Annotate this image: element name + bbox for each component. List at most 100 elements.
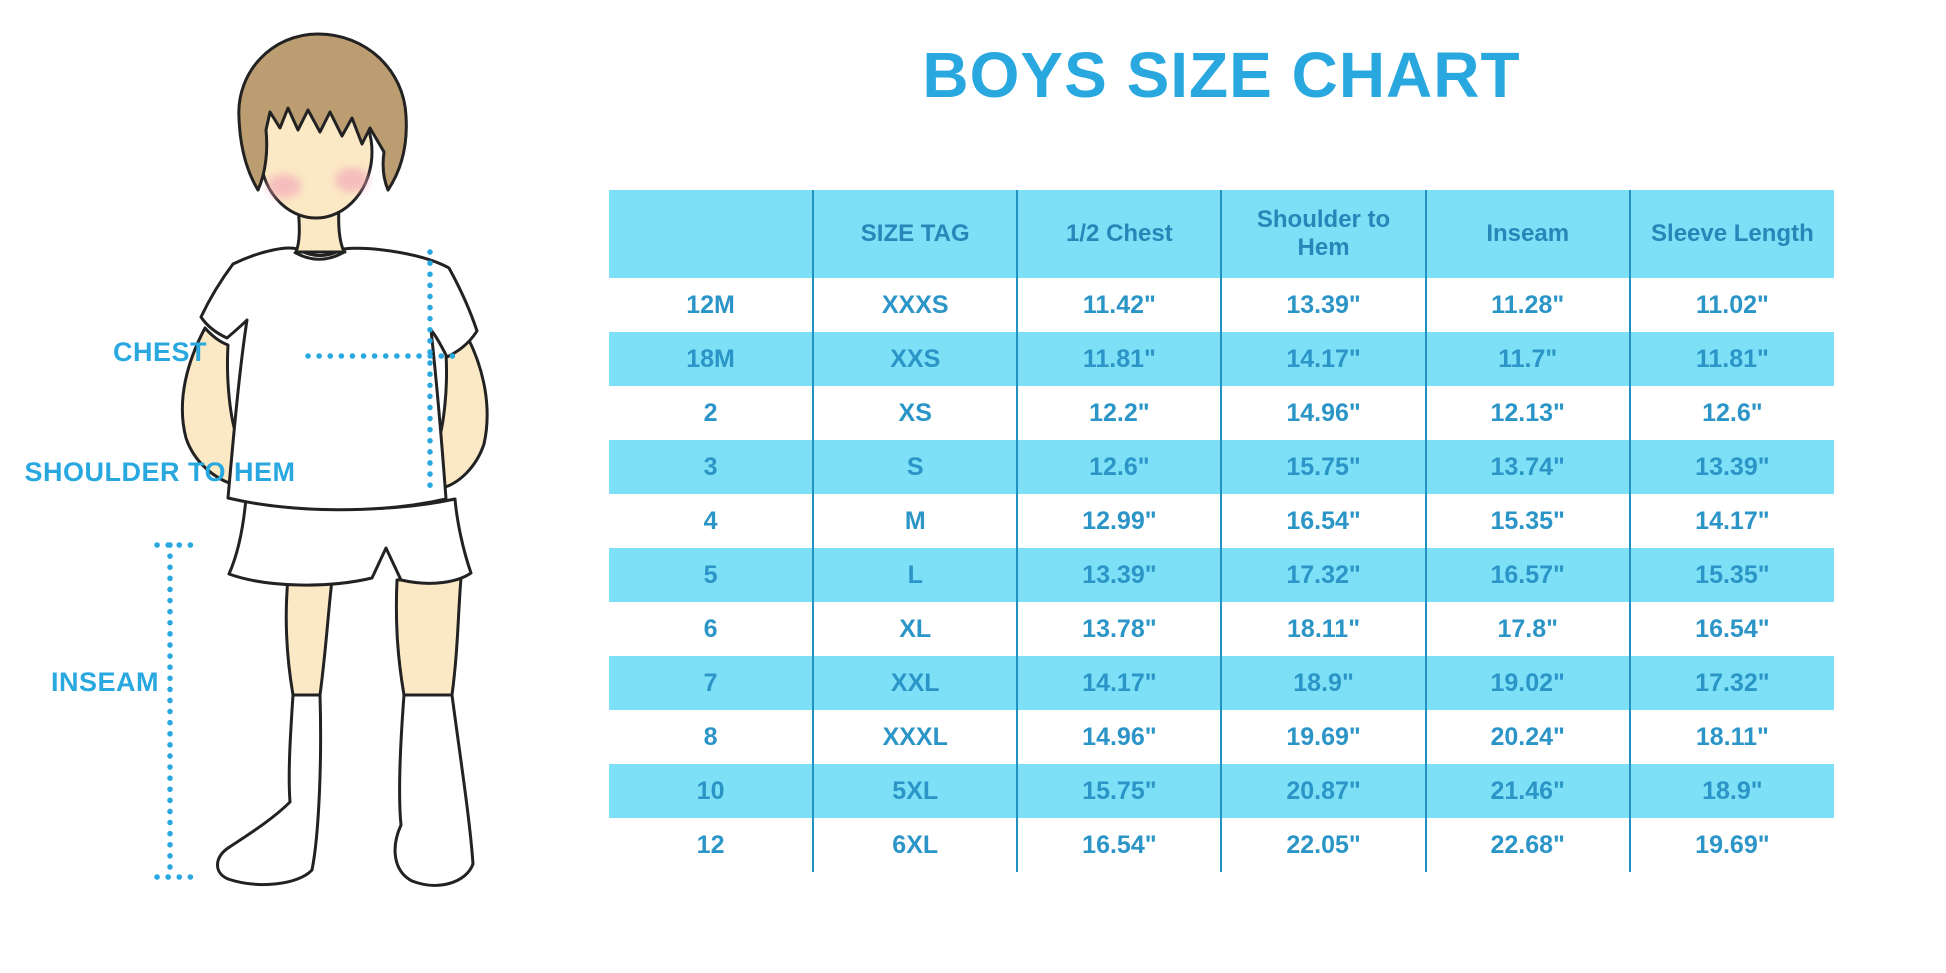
value-cell: 18.11" [1220, 602, 1426, 656]
header-cell: 1/2 Chest [1016, 190, 1222, 278]
value-cell: 19.02" [1424, 656, 1630, 710]
hair [237, 32, 408, 192]
value-cell: 16.57" [1424, 548, 1630, 602]
value-cell: XL [812, 602, 1018, 656]
value-cell: 18.9" [1628, 764, 1834, 818]
table-row: 18M XXS 11.81" 14.17" 11.7" 11.81" [609, 332, 1834, 386]
table-row: 12 6XL 16.54" 22.05" 22.68" 19.69" [609, 818, 1834, 872]
value-cell: 13.74" [1424, 440, 1630, 494]
socks [216, 693, 475, 887]
header-cell: Inseam [1424, 190, 1630, 278]
value-cell: L [812, 548, 1018, 602]
value-cell: 15.75" [1220, 440, 1426, 494]
value-cell: XXL [812, 656, 1018, 710]
value-cell: 16.54" [1016, 818, 1222, 872]
size-table: SIZE TAG 1/2 Chest Shoulder to Hem Inseam Sl… [609, 190, 1834, 872]
shoulder-to-hem-label: SHOULDER TO HEM [24, 457, 296, 487]
header-row: SIZE TAG 1/2 Chest Shoulder to Hem Inseam Sl… [609, 190, 1834, 278]
table-row: 5 L 13.39" 17.32" 16.57" 15.35" [609, 548, 1834, 602]
header-cell: Shoulder to Hem [1220, 190, 1426, 278]
value-cell: 12.99" [1016, 494, 1222, 548]
value-cell: XXS [812, 332, 1018, 386]
table-row: 10 5XL 15.75" 20.87" 21.46" 18.9" [609, 764, 1834, 818]
value-cell: XXXS [812, 278, 1018, 332]
cheek-right-icon [335, 168, 369, 192]
size-cell: 5 [609, 548, 814, 602]
value-cell: 13.78" [1016, 602, 1222, 656]
value-cell: 12.6" [1628, 386, 1834, 440]
legs [284, 576, 463, 697]
value-cell: 17.8" [1424, 602, 1630, 656]
value-cell: 21.46" [1424, 764, 1630, 818]
table-row: 12M XXXS 11.42" 13.39" 11.28" 11.02" [609, 278, 1834, 332]
value-cell: 5XL [812, 764, 1018, 818]
header-cell: SIZE TAG [812, 190, 1018, 278]
value-cell: 13.39" [1220, 278, 1426, 332]
value-cell: 22.68" [1424, 818, 1630, 872]
value-cell: 11.81" [1628, 332, 1834, 386]
size-cell: 2 [703, 398, 718, 427]
value-cell: XXXL [812, 710, 1018, 764]
value-cell: S [812, 440, 1018, 494]
value-cell: 14.96" [1016, 710, 1222, 764]
value-cell: 14.17" [1220, 332, 1426, 386]
value-cell: 18.9" [1220, 656, 1426, 710]
size-cell: 3 [609, 440, 814, 494]
value-cell: XS [812, 386, 1018, 440]
value-cell: 13.39" [1016, 548, 1222, 602]
value-cell: 12.13" [1424, 386, 1630, 440]
value-cell: 16.54" [1628, 602, 1834, 656]
value-cell: 17.32" [1220, 548, 1426, 602]
size-cell: 12 [696, 830, 725, 859]
size-cell: 6 [703, 614, 718, 643]
inseam-label: INSEAM [50, 667, 159, 697]
value-cell: 15.35" [1628, 548, 1834, 602]
value-cell: 11.81" [1016, 332, 1222, 386]
size-table-head: SIZE TAG 1/2 Chest Shoulder to Hem Inseam Sl… [609, 190, 1834, 278]
value-cell: 13.39" [1628, 440, 1834, 494]
chest-label: CHEST [112, 337, 207, 367]
value-cell: 15.35" [1424, 494, 1630, 548]
table-row: 3 S 12.6" 15.75" 13.74" 13.39" [609, 440, 1834, 494]
size-cell: 12M [686, 290, 735, 319]
value-cell: 14.17" [1628, 494, 1834, 548]
value-cell: M [812, 494, 1018, 548]
value-cell: 18.11" [1628, 710, 1834, 764]
t-shirt [199, 246, 479, 512]
value-cell: 19.69" [1628, 818, 1834, 872]
cheek-left-icon [267, 174, 301, 198]
value-cell: 19.69" [1220, 710, 1426, 764]
size-cell: 10 [609, 764, 814, 818]
value-cell: 20.87" [1220, 764, 1426, 818]
header-cell-empty [609, 190, 814, 278]
table-row: 4 M 12.99" 16.54" 15.35" 14.17" [609, 494, 1834, 548]
value-cell: 12.2" [1016, 386, 1222, 440]
size-table-body: 12M XXXS 11.42" 13.39" 11.28" 11.02" 18M XXS 11.… [609, 278, 1834, 872]
measurement-lines [154, 249, 465, 880]
boy-illustration [154, 32, 489, 887]
value-cell: 11.02" [1628, 278, 1834, 332]
value-cell: 11.7" [1424, 332, 1630, 386]
table-row: 8 XXXL 14.96" 19.69" 20.24" 18.11" [609, 710, 1834, 764]
value-cell: 16.54" [1220, 494, 1426, 548]
value-cell: 15.75" [1016, 764, 1222, 818]
header-cell: Sleeve Length [1628, 190, 1834, 278]
value-cell: 17.32" [1628, 656, 1834, 710]
value-cell: 22.05" [1220, 818, 1426, 872]
table-row: 6 XL 13.78" 18.11" 17.8" 16.54" [609, 602, 1834, 656]
table-row: 2 XS 12.2" 14.96" 12.13" 12.6" [609, 386, 1834, 440]
value-cell: 20.24" [1424, 710, 1630, 764]
value-cell: 14.96" [1220, 386, 1426, 440]
page-title: BOYS SIZE CHART [922, 39, 1521, 111]
value-cell: 14.17" [1016, 656, 1222, 710]
size-cell: 18M [609, 332, 814, 386]
size-cell: 7 [609, 656, 814, 710]
value-cell: 6XL [812, 818, 1018, 872]
size-cell: 4 [703, 506, 718, 535]
value-cell: 11.42" [1016, 278, 1222, 332]
value-cell: 11.28" [1424, 278, 1630, 332]
size-cell: 8 [703, 722, 718, 751]
table-row: 7 XXL 14.17" 18.9" 19.02" 17.32" [609, 656, 1834, 710]
value-cell: 12.6" [1016, 440, 1222, 494]
